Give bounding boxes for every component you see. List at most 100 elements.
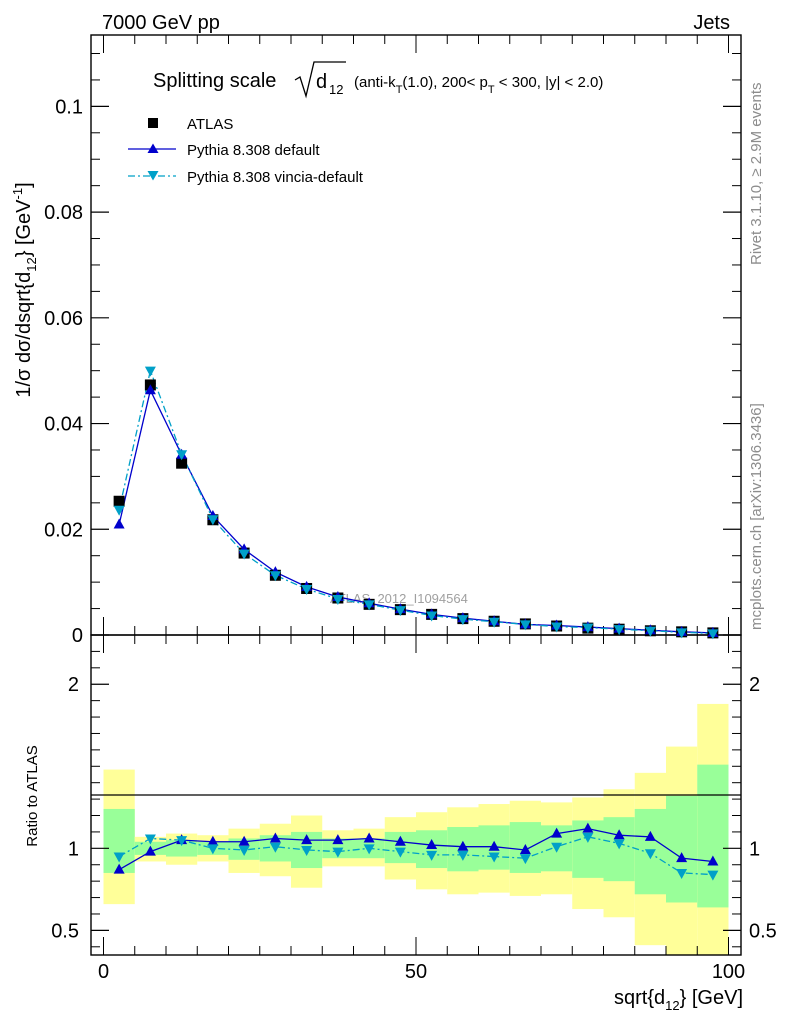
x-label-part2: } [GeV] xyxy=(680,987,743,1009)
ratio-point-default xyxy=(363,832,375,843)
x-label-sub: 12 xyxy=(665,998,679,1013)
ratio-point-vincia xyxy=(269,842,281,853)
main-y-label-sup: -1 xyxy=(10,188,25,200)
ratio-y-axis-label: Ratio to ATLAS xyxy=(24,745,41,846)
main-point-vincia xyxy=(707,629,719,640)
main-y-tick-label: 0 xyxy=(72,625,83,647)
ratio-point-vincia xyxy=(113,852,125,863)
legend-default-marker xyxy=(147,143,159,153)
ratio-y-tick-label-left: 0.5 xyxy=(51,920,79,942)
main-y-ticks: 0 0.02 0.04 0.06 0.08 0.1 xyxy=(44,35,741,647)
plot-title: Splitting scale d 12 (anti-kT(1.0), 200<… xyxy=(153,61,604,99)
title-prefix: Splitting scale xyxy=(153,70,276,92)
ratio-point-vincia xyxy=(426,850,438,861)
main-point-default xyxy=(144,384,156,395)
ratio-point-default xyxy=(613,829,625,840)
main-y-label-sub: 12 xyxy=(24,257,39,271)
ratio-point-default xyxy=(644,830,656,841)
band-inner-bin xyxy=(416,830,448,869)
ratio-point-vincia xyxy=(238,845,250,856)
ratio-point-vincia xyxy=(176,836,188,847)
title-radicand: d xyxy=(316,71,327,93)
ratio-point-vincia xyxy=(394,847,406,858)
main-point-vincia xyxy=(301,585,313,596)
ratio-y-tick-label-right: 1 xyxy=(749,838,760,860)
ratio-point-default xyxy=(426,839,438,850)
mcplots-label: mcplots.cern.ch [arXiv:1306.3436] xyxy=(748,403,765,630)
main-y-label-part2: } [GeV xyxy=(13,199,35,257)
main-point-atlas xyxy=(176,457,188,469)
ratio-point-vincia xyxy=(676,868,688,879)
legend-vincia-label: Pythia 8.308 vincia-default xyxy=(187,169,364,186)
ratio-line-vincia xyxy=(118,836,713,876)
main-point-vincia xyxy=(394,606,406,617)
x-tick-label: 0 xyxy=(98,961,109,983)
ratio-y-tick-label-left: 2 xyxy=(68,674,79,696)
main-point-vincia xyxy=(582,623,594,634)
legend-atlas-marker xyxy=(148,118,158,128)
ratio-series-layer xyxy=(113,822,719,881)
header-right: Jets xyxy=(693,12,730,34)
band-inner-bin xyxy=(697,764,729,908)
main-point-vincia xyxy=(613,625,625,636)
main-point-vincia xyxy=(519,620,531,631)
ratio-point-vincia xyxy=(457,850,469,861)
main-point-vincia xyxy=(144,366,156,377)
ratio-line-default xyxy=(118,827,713,871)
ratio-y-tick-label-right: 2 xyxy=(749,674,760,696)
ratio-point-vincia xyxy=(582,832,594,843)
main-y-tick-label: 0.1 xyxy=(55,96,83,118)
ratio-point-vincia xyxy=(332,847,344,858)
main-point-vincia xyxy=(363,600,375,611)
title-details-2: (1.0), 200< p xyxy=(402,74,487,91)
ratio-uncertainty-bands xyxy=(103,703,729,955)
ratio-point-default xyxy=(394,835,406,846)
main-point-vincia xyxy=(488,617,500,628)
main-point-vincia xyxy=(457,615,469,626)
main-point-vincia xyxy=(113,505,125,516)
main-point-vincia xyxy=(176,450,188,461)
main-point-vincia xyxy=(426,611,438,622)
main-y-axis-label: 1/σ dσ/dsqrt{d12} [GeV-1] xyxy=(10,182,39,397)
main-y-tick-label: 0.06 xyxy=(44,308,83,330)
ratio-point-vincia xyxy=(488,852,500,863)
main-point-vincia xyxy=(238,549,250,560)
ratio-point-default xyxy=(488,840,500,851)
ratio-ticks: 0.5 0.5 1 1 2 2 0 50 100 xyxy=(51,635,777,983)
main-y-label-close: ] xyxy=(13,182,35,188)
x-tick-label: 100 xyxy=(712,961,745,983)
ratio-point-default xyxy=(207,835,219,846)
x-label-part1: sqrt{d xyxy=(614,987,665,1009)
ratio-point-default xyxy=(113,863,125,874)
ratio-point-default xyxy=(238,835,250,846)
x-tick-label: 50 xyxy=(405,961,427,983)
ratio-point-default xyxy=(269,832,281,843)
main-point-vincia xyxy=(551,622,563,633)
ratio-point-default xyxy=(519,843,531,854)
ratio-point-default xyxy=(457,840,469,851)
ratio-point-default xyxy=(676,852,688,863)
analysis-tag: ATLAS_2012_I1094564 xyxy=(330,591,468,606)
x-axis-label: sqrt{d12} [GeV] xyxy=(614,987,743,1013)
band-inner-bin xyxy=(166,840,198,857)
main-point-vincia xyxy=(332,595,344,606)
title-details-3: < 300, |y| < 2.0) xyxy=(495,74,604,91)
ratio-point-vincia xyxy=(363,844,375,855)
main-y-tick-label: 0.04 xyxy=(44,414,83,436)
band-inner-bin xyxy=(666,795,698,903)
main-point-atlas xyxy=(113,495,125,507)
ratio-point-vincia xyxy=(644,849,656,860)
legend-vincia-marker xyxy=(147,171,159,181)
ratio-point-default xyxy=(551,827,563,838)
main-point-vincia xyxy=(269,571,281,582)
main-y-tick-label: 0.08 xyxy=(44,202,83,224)
title-details-1-sub: T xyxy=(396,84,403,96)
title-radicand-sub: 12 xyxy=(329,82,343,97)
ratio-point-vincia xyxy=(707,870,719,881)
main-point-vincia xyxy=(676,628,688,639)
ratio-point-vincia xyxy=(301,845,313,856)
ratio-point-default xyxy=(144,845,156,856)
ratio-point-vincia xyxy=(207,844,219,855)
main-point-vincia xyxy=(207,515,219,526)
legend-default-label: Pythia 8.308 default xyxy=(187,142,320,159)
